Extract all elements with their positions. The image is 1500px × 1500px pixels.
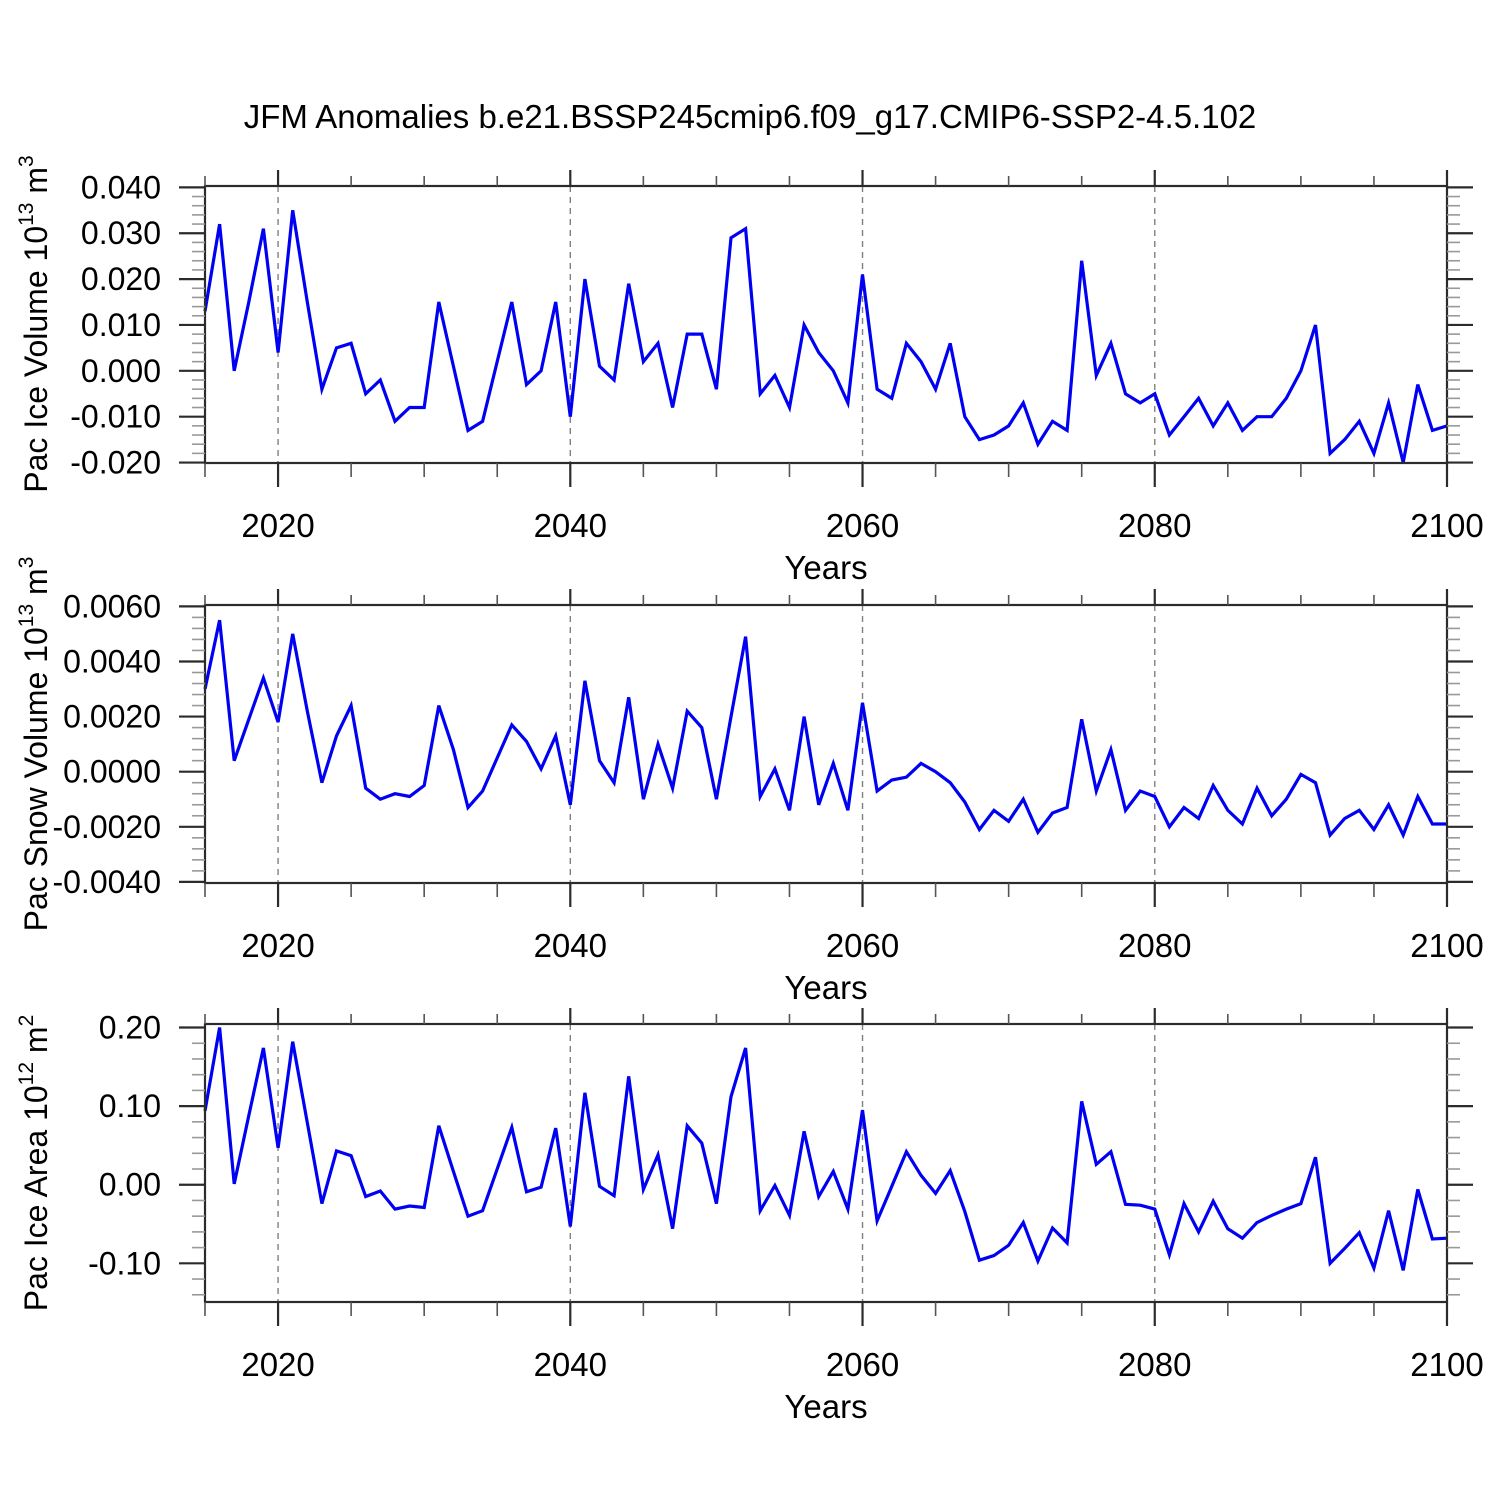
ice-volume-chart: 2020 2040 2060 2080 2100 0.040 0.030 0.020 0.010… [70, 169, 1483, 544]
svg-text:0.10: 0.10 [99, 1088, 161, 1124]
svg-text:2060: 2060 [826, 1346, 899, 1383]
svg-text:2100: 2100 [1410, 927, 1483, 964]
x-axis-label-panel3: Years [784, 1388, 868, 1425]
svg-text:2080: 2080 [1118, 507, 1191, 544]
svg-text:0.20: 0.20 [99, 1010, 161, 1046]
svg-text:0.030: 0.030 [81, 215, 161, 251]
svg-text:2100: 2100 [1410, 507, 1483, 544]
svg-text:2060: 2060 [826, 927, 899, 964]
svg-text:2020: 2020 [241, 927, 314, 964]
svg-text:2060: 2060 [826, 507, 899, 544]
svg-text:-0.10: -0.10 [88, 1245, 161, 1281]
svg-text:-0.0040: -0.0040 [52, 864, 161, 900]
svg-text:2080: 2080 [1118, 1346, 1191, 1383]
svg-text:-0.0020: -0.0020 [52, 809, 161, 845]
svg-text:0.00: 0.00 [99, 1167, 161, 1203]
svg-text:2080: 2080 [1118, 927, 1191, 964]
svg-text:0.040: 0.040 [81, 169, 161, 205]
svg-text:2020: 2020 [241, 507, 314, 544]
svg-text:2040: 2040 [534, 507, 607, 544]
svg-text:0.0000: 0.0000 [63, 754, 161, 790]
svg-text:0.020: 0.020 [81, 261, 161, 297]
svg-text:2020: 2020 [241, 1346, 314, 1383]
chart-title: JFM Anomalies b.e21.BSSP245cmip6.f09_g17… [243, 98, 1257, 135]
svg-text:2040: 2040 [534, 1346, 607, 1383]
snow-volume-chart: 2020 2040 2060 2080 2100 0.0060 0.0040 0.0020 0.… [52, 588, 1483, 964]
svg-text:2040: 2040 [534, 927, 607, 964]
svg-text:0.0060: 0.0060 [63, 588, 161, 624]
svg-text:-0.020: -0.020 [70, 445, 161, 481]
ice-area-chart: 2020 2040 2060 2080 2100 0.20 0.10 0.00 -0.10 [88, 1008, 1484, 1383]
x-axis-label-panel1: Years [784, 549, 868, 586]
svg-text:0.000: 0.000 [81, 353, 161, 389]
x-axis-label-panel2: Years [784, 969, 868, 1006]
svg-text:-0.010: -0.010 [70, 399, 161, 435]
svg-text:0.0020: 0.0020 [63, 699, 161, 735]
svg-text:2100: 2100 [1410, 1346, 1483, 1383]
svg-text:0.010: 0.010 [81, 307, 161, 343]
svg-text:0.0040: 0.0040 [63, 643, 161, 679]
